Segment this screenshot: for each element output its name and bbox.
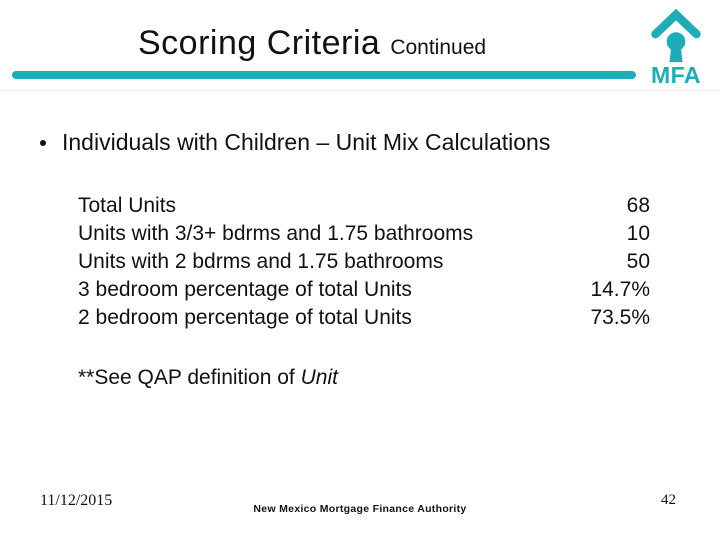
table-row: 2 bedroom percentage of total Units 73.5… xyxy=(78,304,650,332)
footer-page-number: 42 xyxy=(661,492,676,508)
row-value: 10 xyxy=(626,222,650,245)
page-title: Scoring Criteria Continued xyxy=(138,24,486,63)
title-underline-shadow xyxy=(0,90,720,91)
row-value: 50 xyxy=(626,250,650,273)
footnote: **See QAP definition of Unit xyxy=(78,366,338,390)
house-keyhole-icon xyxy=(651,8,701,63)
bullet-heading-text: Individuals with Children – Unit Mix Cal… xyxy=(62,129,551,155)
row-label: Total Units xyxy=(78,194,177,217)
bullet-dot xyxy=(40,139,46,146)
table-row: Total Units 68 xyxy=(78,192,650,220)
row-label: Units with 3/3+ bdrms and 1.75 bathrooms xyxy=(78,222,474,245)
bullet-heading: Individuals with Children – Unit Mix Cal… xyxy=(40,129,550,156)
row-value: 73.5% xyxy=(590,306,650,329)
mfa-logo-text: MFA xyxy=(650,62,702,88)
footnote-italic-term: Unit xyxy=(300,366,338,389)
table-row: 3 bedroom percentage of total Units 14.7… xyxy=(78,276,650,304)
title-underline-rule xyxy=(12,71,636,79)
table-row: Units with 2 bdrms and 1.75 bathrooms 50 xyxy=(78,248,650,276)
row-value: 68 xyxy=(626,194,650,217)
unit-mix-table: Total Units 68 Units with 3/3+ bdrms and… xyxy=(78,192,650,332)
row-label: 2 bedroom percentage of total Units xyxy=(78,306,412,329)
title-main: Scoring Criteria xyxy=(138,24,381,62)
row-label: 3 bedroom percentage of total Units xyxy=(78,278,412,301)
row-label: Units with 2 bdrms and 1.75 bathrooms xyxy=(78,250,444,273)
row-value: 14.7% xyxy=(590,278,650,301)
footer-organization: New Mexico Mortgage Finance Authority xyxy=(253,503,467,515)
footnote-prefix: **See QAP definition of xyxy=(78,366,301,389)
footer-date: 11/12/2015 xyxy=(40,492,113,509)
title-suffix: Continued xyxy=(390,36,487,59)
table-row: Units with 3/3+ bdrms and 1.75 bathrooms… xyxy=(78,220,650,248)
mfa-logo: MFA xyxy=(644,8,708,90)
